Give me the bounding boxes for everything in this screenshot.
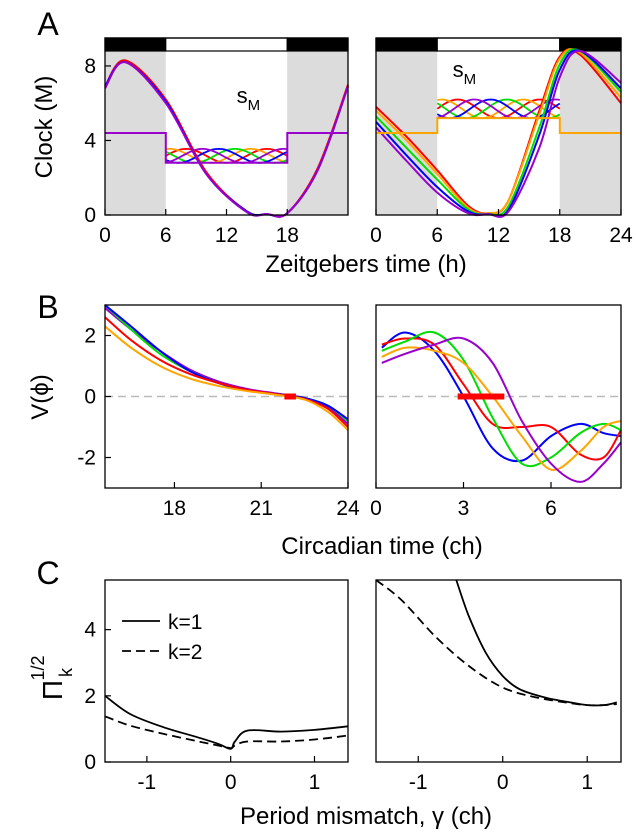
y-tick-label: 2: [84, 325, 96, 348]
y-tick-label: 2: [84, 685, 96, 708]
sm-band-line: [165, 147, 288, 164]
x-tick-label: 21: [250, 497, 273, 520]
panel-b-xlabel: Circadian time (ch): [281, 533, 482, 560]
dark-phase-bar: [104, 37, 167, 52]
x-tick-label: 1: [309, 771, 321, 794]
y-tick-label: 4: [84, 619, 96, 642]
sm-step-line: [376, 117, 621, 134]
x-tick-label: 0: [370, 497, 382, 520]
panel-c-subplot-2: -1 0 1: [375, 579, 622, 794]
light-phase-bar: [165, 37, 288, 52]
x-tick-label: 18: [163, 497, 186, 520]
sm-band-line: [437, 98, 560, 119]
x-tick-label: 24: [336, 497, 360, 520]
panel-b-subplot-1: 18 21 24 -2 0 2: [77, 304, 360, 520]
light-phase-bar: [436, 37, 561, 52]
x-tick-label: 0: [497, 771, 509, 794]
x-tick-label: 1: [581, 771, 593, 794]
legend-label: k=2: [168, 641, 202, 664]
y-tick-label: 4: [84, 129, 96, 152]
potential-line: [381, 346, 622, 471]
panel-c-xlabel: Period mismatch, γ (ch): [240, 803, 492, 830]
panel-a-subplot-2: 0 6 12 18 24 sM: [370, 37, 633, 247]
x-tick-label: 24: [609, 224, 633, 247]
clock-line: [375, 48, 622, 217]
sm-annotation: sM: [453, 57, 477, 88]
x-tick-label: 0: [99, 224, 111, 247]
y-tick-label: 8: [84, 55, 96, 78]
plot-frame: [104, 579, 349, 763]
panel-c-ylabel: Πk 1/2: [28, 655, 76, 700]
potential-line: [104, 307, 349, 425]
potential-line: [104, 304, 349, 422]
ylabel-pi: Π: [37, 680, 68, 700]
plot-frame: [375, 304, 622, 489]
panel-a-subplot-1: 0 6 12 18 0 4 8 sM: [84, 37, 349, 247]
y-tick-label: 0: [84, 751, 96, 774]
x-tick-label: 18: [548, 224, 571, 247]
panel-c-letter: C: [36, 555, 59, 591]
plot-frame: [375, 579, 622, 763]
potential-line: [104, 316, 349, 428]
y-tick-label: 0: [84, 386, 96, 409]
panel-b-subplot-2: 0 3 6: [370, 304, 622, 520]
ylabel-superscript: 1/2: [28, 655, 48, 680]
x-tick-label: -1: [138, 771, 157, 794]
x-tick-label: 6: [431, 224, 443, 247]
dark-phase-bar: [286, 37, 349, 52]
legend-label: k=1: [168, 611, 202, 634]
potential-line: [381, 330, 622, 468]
panel-a-letter: A: [37, 6, 59, 42]
sm-step-line: [105, 132, 348, 164]
legend: k=1k=2: [122, 611, 202, 664]
x-tick-label: 0: [225, 771, 237, 794]
x-tick-label: -1: [409, 771, 428, 794]
clock-line: [104, 61, 349, 218]
x-tick-label: 6: [160, 224, 172, 247]
x-tick-label: 12: [487, 224, 510, 247]
potential-line: [104, 325, 349, 431]
dark-phase-bar: [375, 37, 438, 52]
sm-band-line: [165, 148, 288, 164]
panel-c-subplot-1: -1 0 1 0 2 4: [84, 579, 349, 794]
x-tick-label: 3: [458, 497, 470, 520]
k2-line: [104, 715, 349, 750]
k1-line: [455, 579, 618, 707]
potential-line: [381, 336, 622, 483]
ylabel-subscript: k: [56, 667, 76, 677]
panel-a-ylabel: Clock (M): [31, 76, 58, 179]
k2-line: [375, 579, 617, 707]
y-tick-label: 0: [84, 204, 96, 227]
sm-annotation: sM: [237, 83, 261, 114]
clock-line: [375, 49, 622, 218]
x-tick-label: 6: [545, 497, 557, 520]
x-tick-label: 12: [215, 224, 238, 247]
x-tick-label: 18: [276, 224, 299, 247]
clock-line: [375, 48, 622, 215]
panel-b-letter: B: [37, 289, 58, 325]
potential-line: [381, 337, 622, 461]
panel-a-xlabel: Zeitgebers time (h): [265, 251, 466, 278]
night-shading: [287, 38, 348, 215]
night-shading: [559, 38, 621, 215]
k1-line: [104, 695, 349, 750]
x-tick-label: 0: [370, 224, 382, 247]
y-tick-label: -2: [77, 447, 96, 470]
panel-b-ylabel: V(ϕ): [27, 374, 54, 419]
